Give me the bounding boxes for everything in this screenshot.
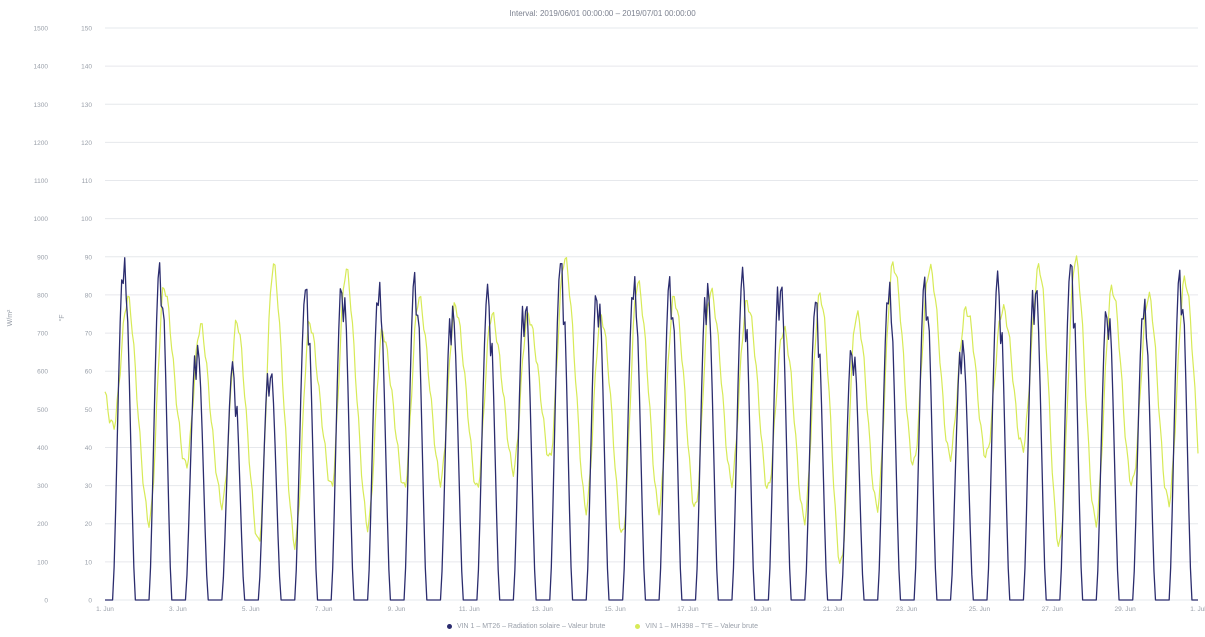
right-tick-label: 20 [85,521,93,528]
legend-marker-temperature [635,623,641,629]
right-tick-label: 110 [82,178,93,185]
left-tick-label: 0 [44,598,48,605]
right-tick-label: 90 [85,254,93,261]
right-tick-label: 140 [81,64,92,71]
right-tick-label: 70 [85,331,93,338]
chart-title: Interval: 2019/06/01 00:00:00 – 2019/07/… [509,9,696,18]
x-tick-label: 27. Jun [1042,606,1064,613]
x-tick-label: 21. Jun [823,606,845,613]
legend-marker-radiation [446,623,452,629]
left-tick-label: 1100 [34,178,48,185]
series-line-temperature [104,255,1199,565]
legend-item-radiation[interactable]: VIN 1 – MT26 – Radiation solaire – Valeu… [446,623,606,630]
x-tick-label: 5. Jun [242,606,260,613]
left-tick-label: 800 [37,292,48,299]
legend-label-temperature: VIN 1 – MH398 – T°E – Valeur brute [645,623,759,630]
left-tick-label: 1500 [34,26,49,33]
right-tick-label: 50 [85,407,93,414]
left-axis-label: W/m² [7,309,14,326]
left-tick-label: 700 [37,331,48,338]
legend-item-temperature[interactable]: VIN 1 – MH398 – T°E – Valeur brute [635,623,758,630]
left-tick-label: 300 [37,483,48,490]
right-tick-label: 100 [81,216,92,223]
left-tick-label: 1300 [34,102,49,109]
left-tick-label: 500 [37,407,48,414]
x-tick-label: 3. Jun [169,606,187,613]
x-tick-label: 9. Jun [388,606,406,613]
x-tick-label: 1. Jul [1190,606,1205,613]
left-tick-label: 100 [37,559,48,566]
right-tick-label: 80 [85,292,93,299]
right-tick-label: 10 [85,559,93,566]
right-tick-label: 130 [81,102,92,109]
left-tick-label: 1200 [34,140,49,147]
right-tick-label: 0 [88,598,92,605]
x-tick-label: 23. Jun [896,606,918,613]
x-tick-label: 17. Jun [677,606,699,613]
x-tick-label: 7. Jun [315,606,333,613]
series-line-radiation [105,257,1198,601]
x-tick-label: 13. Jun [532,606,554,613]
left-tick-label: 1000 [34,216,49,223]
chart-legend: VIN 1 – MT26 – Radiation solaire – Valeu… [0,623,1205,630]
right-tick-label: 120 [81,140,92,147]
x-tick-label: 29. Jun [1114,606,1136,613]
x-tick-label: 11. Jun [459,606,480,613]
left-tick-label: 400 [37,445,48,452]
left-tick-label: 900 [37,254,48,261]
x-tick-label: 25. Jun [969,606,991,613]
left-tick-label: 200 [37,521,48,528]
left-tick-label: 600 [37,369,48,376]
right-tick-label: 30 [85,483,93,490]
right-tick-label: 60 [85,369,93,376]
x-tick-label: 1. Jun [96,606,114,613]
right-tick-label: 40 [85,445,93,452]
right-axis-label: °F [58,314,66,321]
right-tick-label: 150 [81,26,92,33]
x-tick-label: 15. Jun [604,606,626,613]
x-tick-label: 19. Jun [750,606,772,613]
legend-label-radiation: VIN 1 – MT26 – Radiation solaire – Valeu… [456,623,606,630]
left-tick-label: 1400 [34,64,49,71]
